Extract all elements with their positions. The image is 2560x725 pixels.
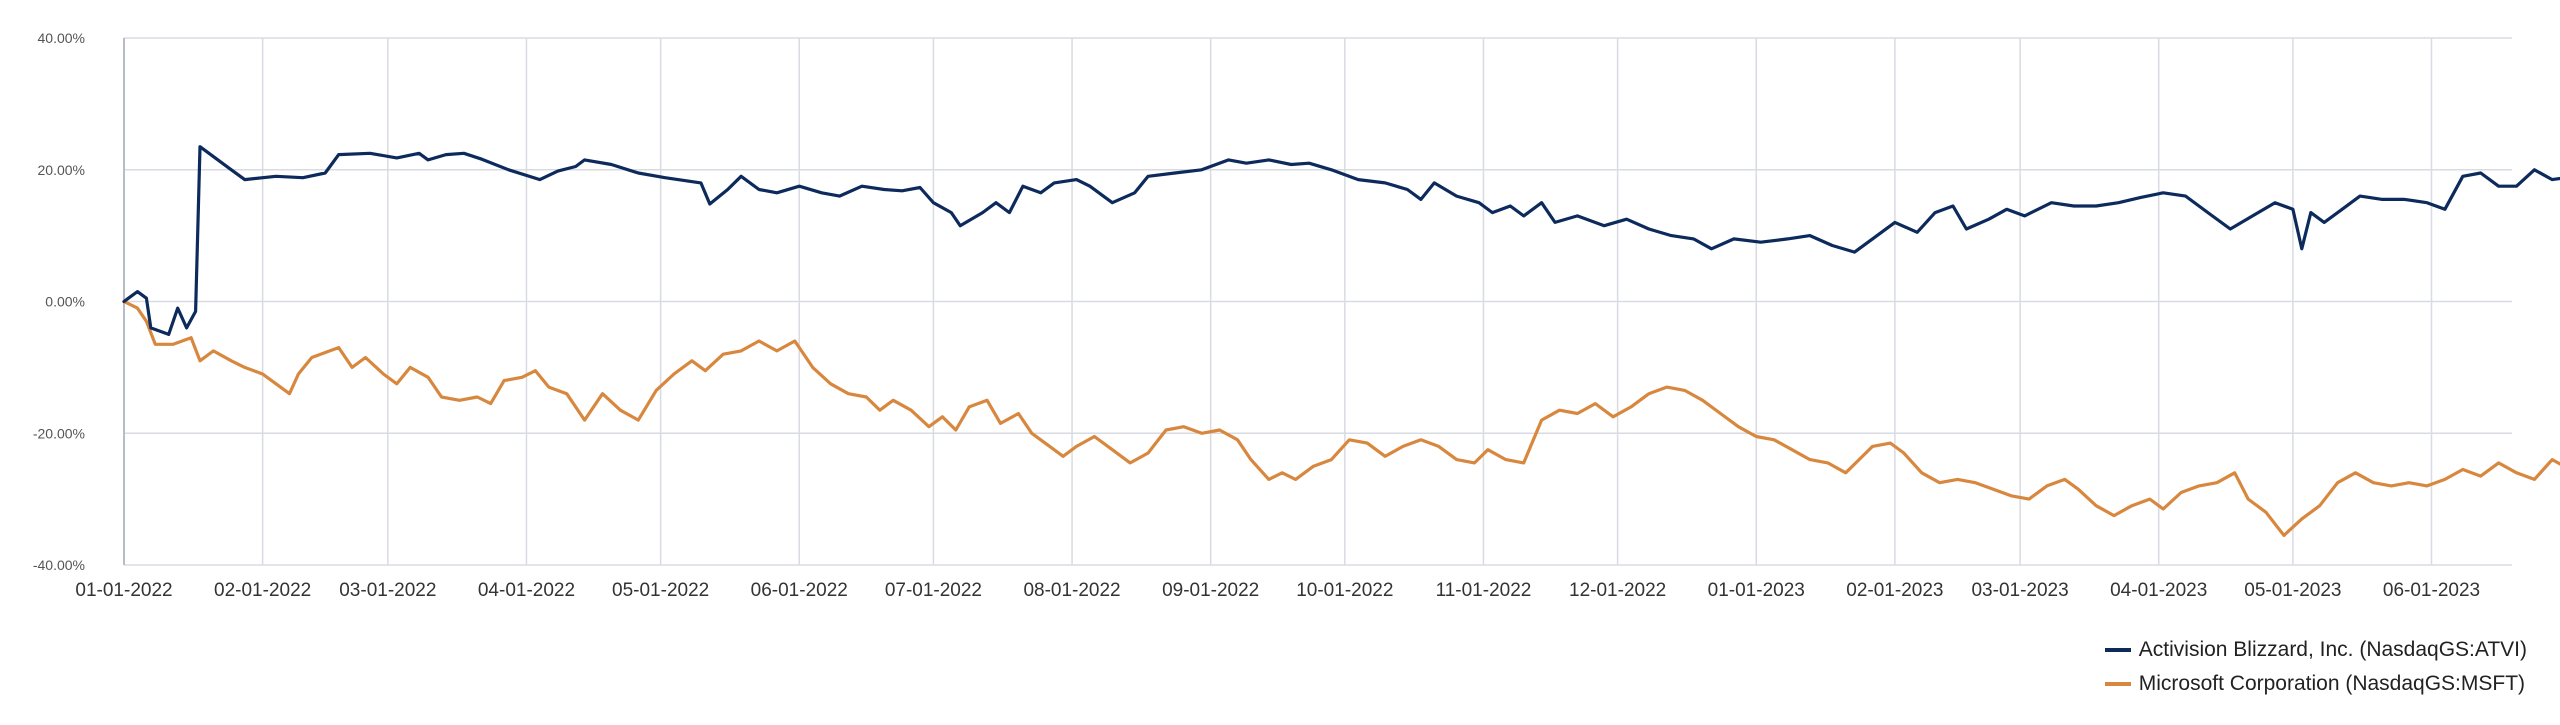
series-line-atvi xyxy=(122,145,2560,336)
y-tick-label: 20.00% xyxy=(38,162,85,178)
x-tick-label: 07-01-2022 xyxy=(885,580,982,601)
x-tick-label: 01-01-2023 xyxy=(1708,580,1805,601)
x-tick-label: 05-01-2023 xyxy=(2244,580,2341,601)
x-tick-label: 04-01-2023 xyxy=(2110,580,2207,601)
x-tick-label: 12-01-2022 xyxy=(1569,580,1666,601)
x-tick-label: 11-01-2022 xyxy=(1436,580,1532,601)
legend-item-atvi: Activision Blizzard, Inc. (NasdaqGS:ATVI… xyxy=(2104,634,2527,666)
x-tick-label: 06-01-2023 xyxy=(2383,580,2480,601)
y-tick-label: -40.00% xyxy=(33,557,85,573)
x-tick-label: 02-01-2023 xyxy=(1846,580,1943,601)
x-tick-label: 04-01-2022 xyxy=(478,580,575,601)
legend-item-msft: Microsoft Corporation (NasdaqGS:MSFT) xyxy=(2104,668,2527,700)
series-line-msft xyxy=(122,299,2560,537)
y-tick-label: 0.00% xyxy=(45,294,85,310)
y-tick-label: 40.00% xyxy=(38,30,85,46)
x-tick-label: 03-01-2022 xyxy=(339,580,436,601)
series-lines xyxy=(122,145,2560,537)
x-tick-label: 02-01-2022 xyxy=(214,580,311,601)
x-tick-label: 05-01-2022 xyxy=(612,580,709,601)
legend-swatch-msft xyxy=(2104,682,2131,686)
x-tick-label: 03-01-2023 xyxy=(1971,580,2068,601)
legend-label-msft: Microsoft Corporation (NasdaqGS:MSFT) xyxy=(2138,672,2526,695)
axes: 40.00% 20.00% 0.00% -20.00% -40.00% 01-01-202… xyxy=(33,30,2480,601)
x-tick-label: 10-01-2022 xyxy=(1296,580,1393,601)
x-tick-label: 06-01-2022 xyxy=(751,580,848,601)
grid xyxy=(123,37,2512,566)
y-tick-label: -20.00% xyxy=(33,425,85,441)
legend: Activision Blizzard, Inc. (NasdaqGS:ATVI… xyxy=(2104,634,2527,702)
legend-label-atvi: Activision Blizzard, Inc. (NasdaqGS:ATVI… xyxy=(2138,638,2527,661)
legend-swatch-atvi xyxy=(2104,648,2131,652)
x-tick-label: 09-01-2022 xyxy=(1162,580,1259,601)
x-tick-label: 01-01-2022 xyxy=(75,580,172,601)
x-tick-label: 08-01-2022 xyxy=(1023,580,1120,601)
